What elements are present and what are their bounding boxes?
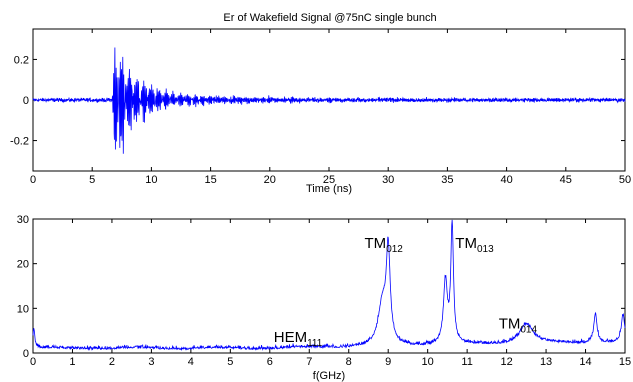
- bottom-x-tick-label: 0: [30, 356, 36, 368]
- top-x-tick-label: 45: [560, 174, 572, 186]
- mode-label: TM012: [365, 235, 404, 255]
- bottom-x-tick-label: 11: [461, 356, 472, 368]
- bottom-x-tick-label: 1: [69, 356, 75, 368]
- bottom-y-tick-label: 0: [23, 348, 29, 360]
- mode-label: TM014: [499, 315, 538, 335]
- mode-label-subscript: 014: [520, 324, 537, 335]
- bottom-y-tick-labels: 0 10 20 30: [17, 214, 29, 360]
- bottom-x-tick-label: 13: [540, 356, 552, 368]
- bottom-x-axis-label: f(GHz): [313, 370, 345, 382]
- bottom-x-tick-label: 6: [267, 356, 273, 368]
- mode-label-subscript: 111: [307, 338, 323, 349]
- bottom-y-tick-label: 30: [17, 214, 29, 226]
- bottom-plot-frame: [32, 218, 626, 354]
- bottom-x-tick-label: 10: [422, 356, 434, 368]
- top-x-tick-labels: 0 5 10 15 20 25 30 35 40 45 50: [30, 174, 631, 186]
- bottom-x-tick-label: 12: [500, 356, 512, 368]
- top-signal-line: [32, 47, 626, 154]
- top-chart: Er of Wakefield Signal @75nC single bunc…: [10, 12, 631, 195]
- top-x-tick-label: 15: [204, 174, 216, 186]
- top-x-tick-label: 5: [89, 174, 95, 186]
- top-x-tick-label: 10: [145, 174, 157, 186]
- mode-label-base: HEM: [274, 329, 307, 346]
- top-x-tick-label: 25: [323, 174, 335, 186]
- top-chart-title: Er of Wakefield Signal @75nC single bunc…: [223, 12, 436, 24]
- bottom-ticks: [32, 218, 626, 354]
- bottom-x-tick-label: 4: [188, 356, 194, 368]
- bottom-y-tick-label: 20: [17, 259, 29, 271]
- top-y-tick-label: 0.2: [14, 54, 29, 66]
- top-y-tick-label: -0.2: [10, 136, 29, 148]
- mode-label-subscript: 012: [386, 244, 403, 255]
- bottom-x-tick-label: 15: [619, 356, 631, 368]
- bottom-x-tick-label: 14: [579, 356, 591, 368]
- top-x-tick-label: 35: [441, 174, 453, 186]
- top-x-axis-label: Time (ns): [306, 183, 352, 195]
- top-x-tick-label: 0: [30, 174, 36, 186]
- bottom-spectrum-line: [32, 219, 626, 351]
- mode-label-base: TM: [499, 315, 521, 332]
- top-x-tick-label: 20: [264, 174, 276, 186]
- bottom-x-tick-label: 2: [109, 356, 115, 368]
- bottom-x-tick-label: 9: [385, 356, 391, 368]
- bottom-x-tick-label: 7: [306, 356, 312, 368]
- mode-label-base: TM: [365, 235, 387, 252]
- mode-label: TM013: [455, 235, 494, 255]
- top-x-tick-label: 40: [500, 174, 512, 186]
- mode-label: HEM111: [274, 329, 323, 349]
- mode-label-base: TM: [455, 235, 477, 252]
- bottom-x-tick-label: 3: [148, 356, 154, 368]
- top-x-tick-label: 30: [382, 174, 394, 186]
- bottom-y-tick-label: 10: [17, 303, 29, 315]
- bottom-x-tick-labels: 0 1 2 3 4 5 6 7 8 9 10 11 12 13 14 15: [30, 356, 631, 368]
- mode-label-subscript: 013: [477, 244, 494, 255]
- top-y-tick-label: 0: [23, 95, 29, 107]
- bottom-x-tick-label: 8: [346, 356, 352, 368]
- top-x-tick-label: 50: [619, 174, 631, 186]
- top-y-tick-labels: -0.2 0 0.2: [10, 54, 29, 147]
- bottom-x-tick-label: 5: [227, 356, 233, 368]
